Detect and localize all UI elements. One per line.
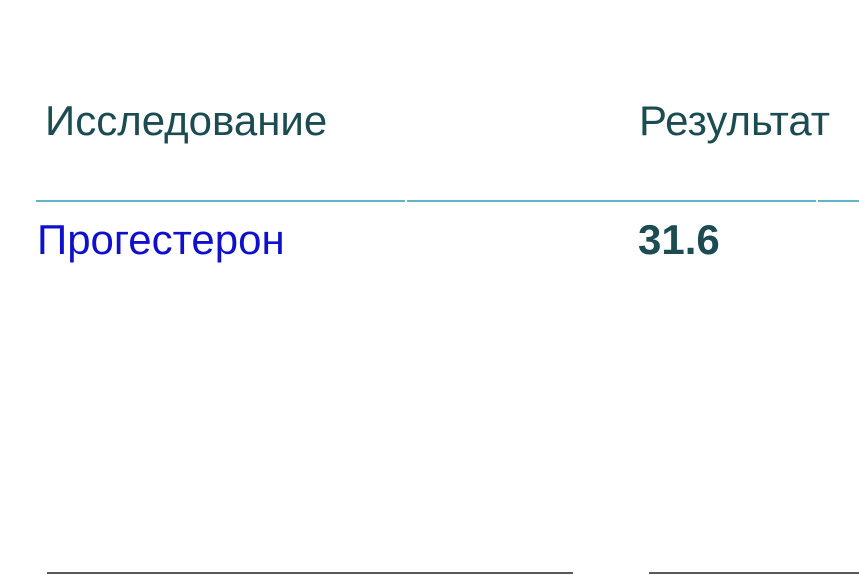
result-value: 31.6: [638, 216, 720, 263]
test-name-link[interactable]: Прогестерон: [37, 216, 285, 263]
signature-line: [649, 572, 859, 574]
column-header-test: Исследование: [45, 97, 328, 144]
column-header-result: Результат: [639, 97, 831, 144]
signature-line: [47, 572, 573, 574]
header-divider: [407, 200, 816, 202]
header-divider: [818, 200, 859, 202]
header-divider: [36, 200, 405, 202]
